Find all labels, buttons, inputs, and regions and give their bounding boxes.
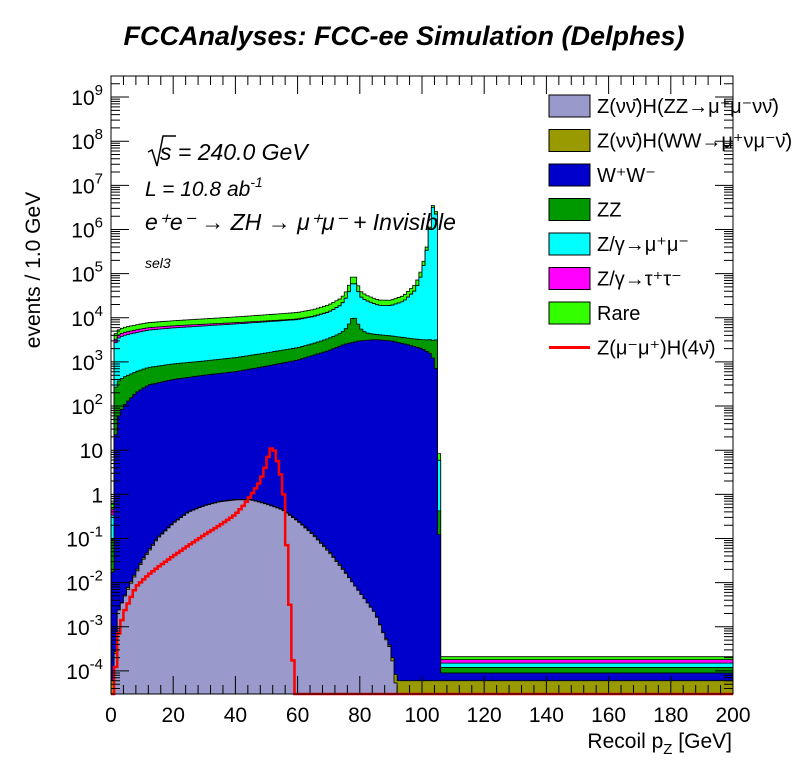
plot-area	[110, 75, 734, 696]
chart-title: FCCAnalyses: FCC-ee Simulation (Delphes)	[123, 21, 684, 51]
y-tick-label: 10-3	[66, 612, 103, 640]
x-tick-label: 200	[715, 704, 750, 727]
legend: Z(νν̄)H(ZZ→μ⁺μ⁻νν̄) Z(νν̄)H(WW→μ⁺νμ⁻ν̄) W⁺…	[548, 94, 792, 360]
y-tick-label: 10-2	[66, 568, 103, 596]
legend-label: W⁺W⁻	[597, 165, 656, 187]
x-tick-label: 140	[529, 704, 564, 727]
x-ticks	[110, 76, 734, 694]
ticks-layer	[110, 75, 734, 695]
legend-swatch	[548, 198, 591, 221]
y-tick-label: 10-1	[66, 523, 103, 551]
legend-swatch	[548, 94, 591, 118]
y-tick-label: 10-4	[66, 656, 103, 684]
y-tick-labels: 10-4 10-3 10-2 10-1 1 10 102 103 104 105 106 107 108…	[66, 82, 103, 684]
process-label: e⁺e⁻ → ZH → μ⁺μ⁻ + Invisible	[145, 209, 456, 235]
x-tick-label: 40	[224, 704, 247, 727]
legend-entry-signal: Z(μ⁻μ⁺)H(4ν̄)	[549, 338, 716, 360]
legend-entry-ww_vvh_mumu: Z(νν̄)H(WW→μ⁺νμ⁻ν̄)	[548, 129, 792, 153]
energy-label: s = 240.0 GeV	[160, 139, 310, 165]
legend-label: Rare	[597, 303, 640, 325]
y-tick-label: 1	[91, 484, 103, 507]
x-tick-label: 20	[162, 704, 185, 727]
lumi-label: L = 10.8 ab-1	[145, 174, 263, 201]
legend-label: ZZ	[597, 200, 621, 222]
y-tick-label: 105	[71, 259, 103, 287]
y-tick-label: 108	[71, 126, 103, 154]
legend-entry-zz: ZZ	[548, 198, 621, 222]
x-tick-label: 160	[591, 704, 626, 727]
legend-swatch	[548, 129, 591, 152]
x-tick-label: 100	[404, 704, 439, 727]
legend-swatch	[548, 163, 591, 187]
x-tick-label: 80	[348, 704, 371, 727]
y-tick-label: 109	[71, 82, 103, 110]
legend-entry-ww: W⁺W⁻	[548, 163, 656, 187]
x-axis-label: Recoil pZ [GeV]	[587, 730, 732, 758]
legend-entry-z_mumu: Z/γ→μ⁺μ⁻	[548, 232, 689, 256]
legend-label: Z(μ⁻μ⁺)H(4ν̄)	[597, 338, 716, 360]
legend-label: Z/γ→τ⁺τ⁻	[597, 269, 682, 291]
y-ticks	[111, 75, 733, 695]
x-tick-label: 0	[105, 704, 117, 727]
legend-entry-rare: Rare	[548, 301, 640, 325]
legend-label: Z/γ→μ⁺μ⁻	[597, 234, 689, 256]
x-tick-label: 60	[286, 704, 309, 727]
y-axis-label: events / 1.0 GeV	[22, 192, 45, 348]
x-tick-label: 180	[653, 704, 688, 727]
y-tick-label: 104	[71, 303, 103, 331]
legend-swatch	[548, 267, 591, 290]
y-tick-label: 103	[71, 347, 103, 375]
legend-entry-z_tautau: Z/γ→τ⁺τ⁻	[548, 267, 682, 291]
y-tick-label: 107	[71, 170, 103, 198]
y-tick-label: 10	[80, 440, 103, 463]
legend-swatch	[548, 232, 591, 256]
sqrt-symbol	[147, 135, 176, 167]
y-tick-label: 106	[71, 214, 103, 242]
x-tick-labels: 0 20 40 60 80 100 120 140 160 180 200	[105, 704, 750, 727]
legend-entry-zz_vvh_mumu: Z(νν̄)H(ZZ→μ⁺μ⁻νν̄)	[548, 94, 779, 118]
x-tick-label: 120	[467, 704, 502, 727]
legend-label: Z(νν̄)H(WW→μ⁺νμ⁻ν̄)	[597, 131, 792, 153]
annotations: s = 240.0 GeV L = 10.8 ab-1 e⁺e⁻ → ZH → …	[145, 135, 456, 271]
stack-layer	[110, 205, 734, 695]
legend-label: Z(νν̄)H(ZZ→μ⁺μ⁻νν̄)	[597, 96, 779, 118]
y-tick-label: 102	[71, 391, 103, 419]
selection-label: sel3	[145, 255, 171, 271]
legend-swatch	[548, 301, 591, 325]
